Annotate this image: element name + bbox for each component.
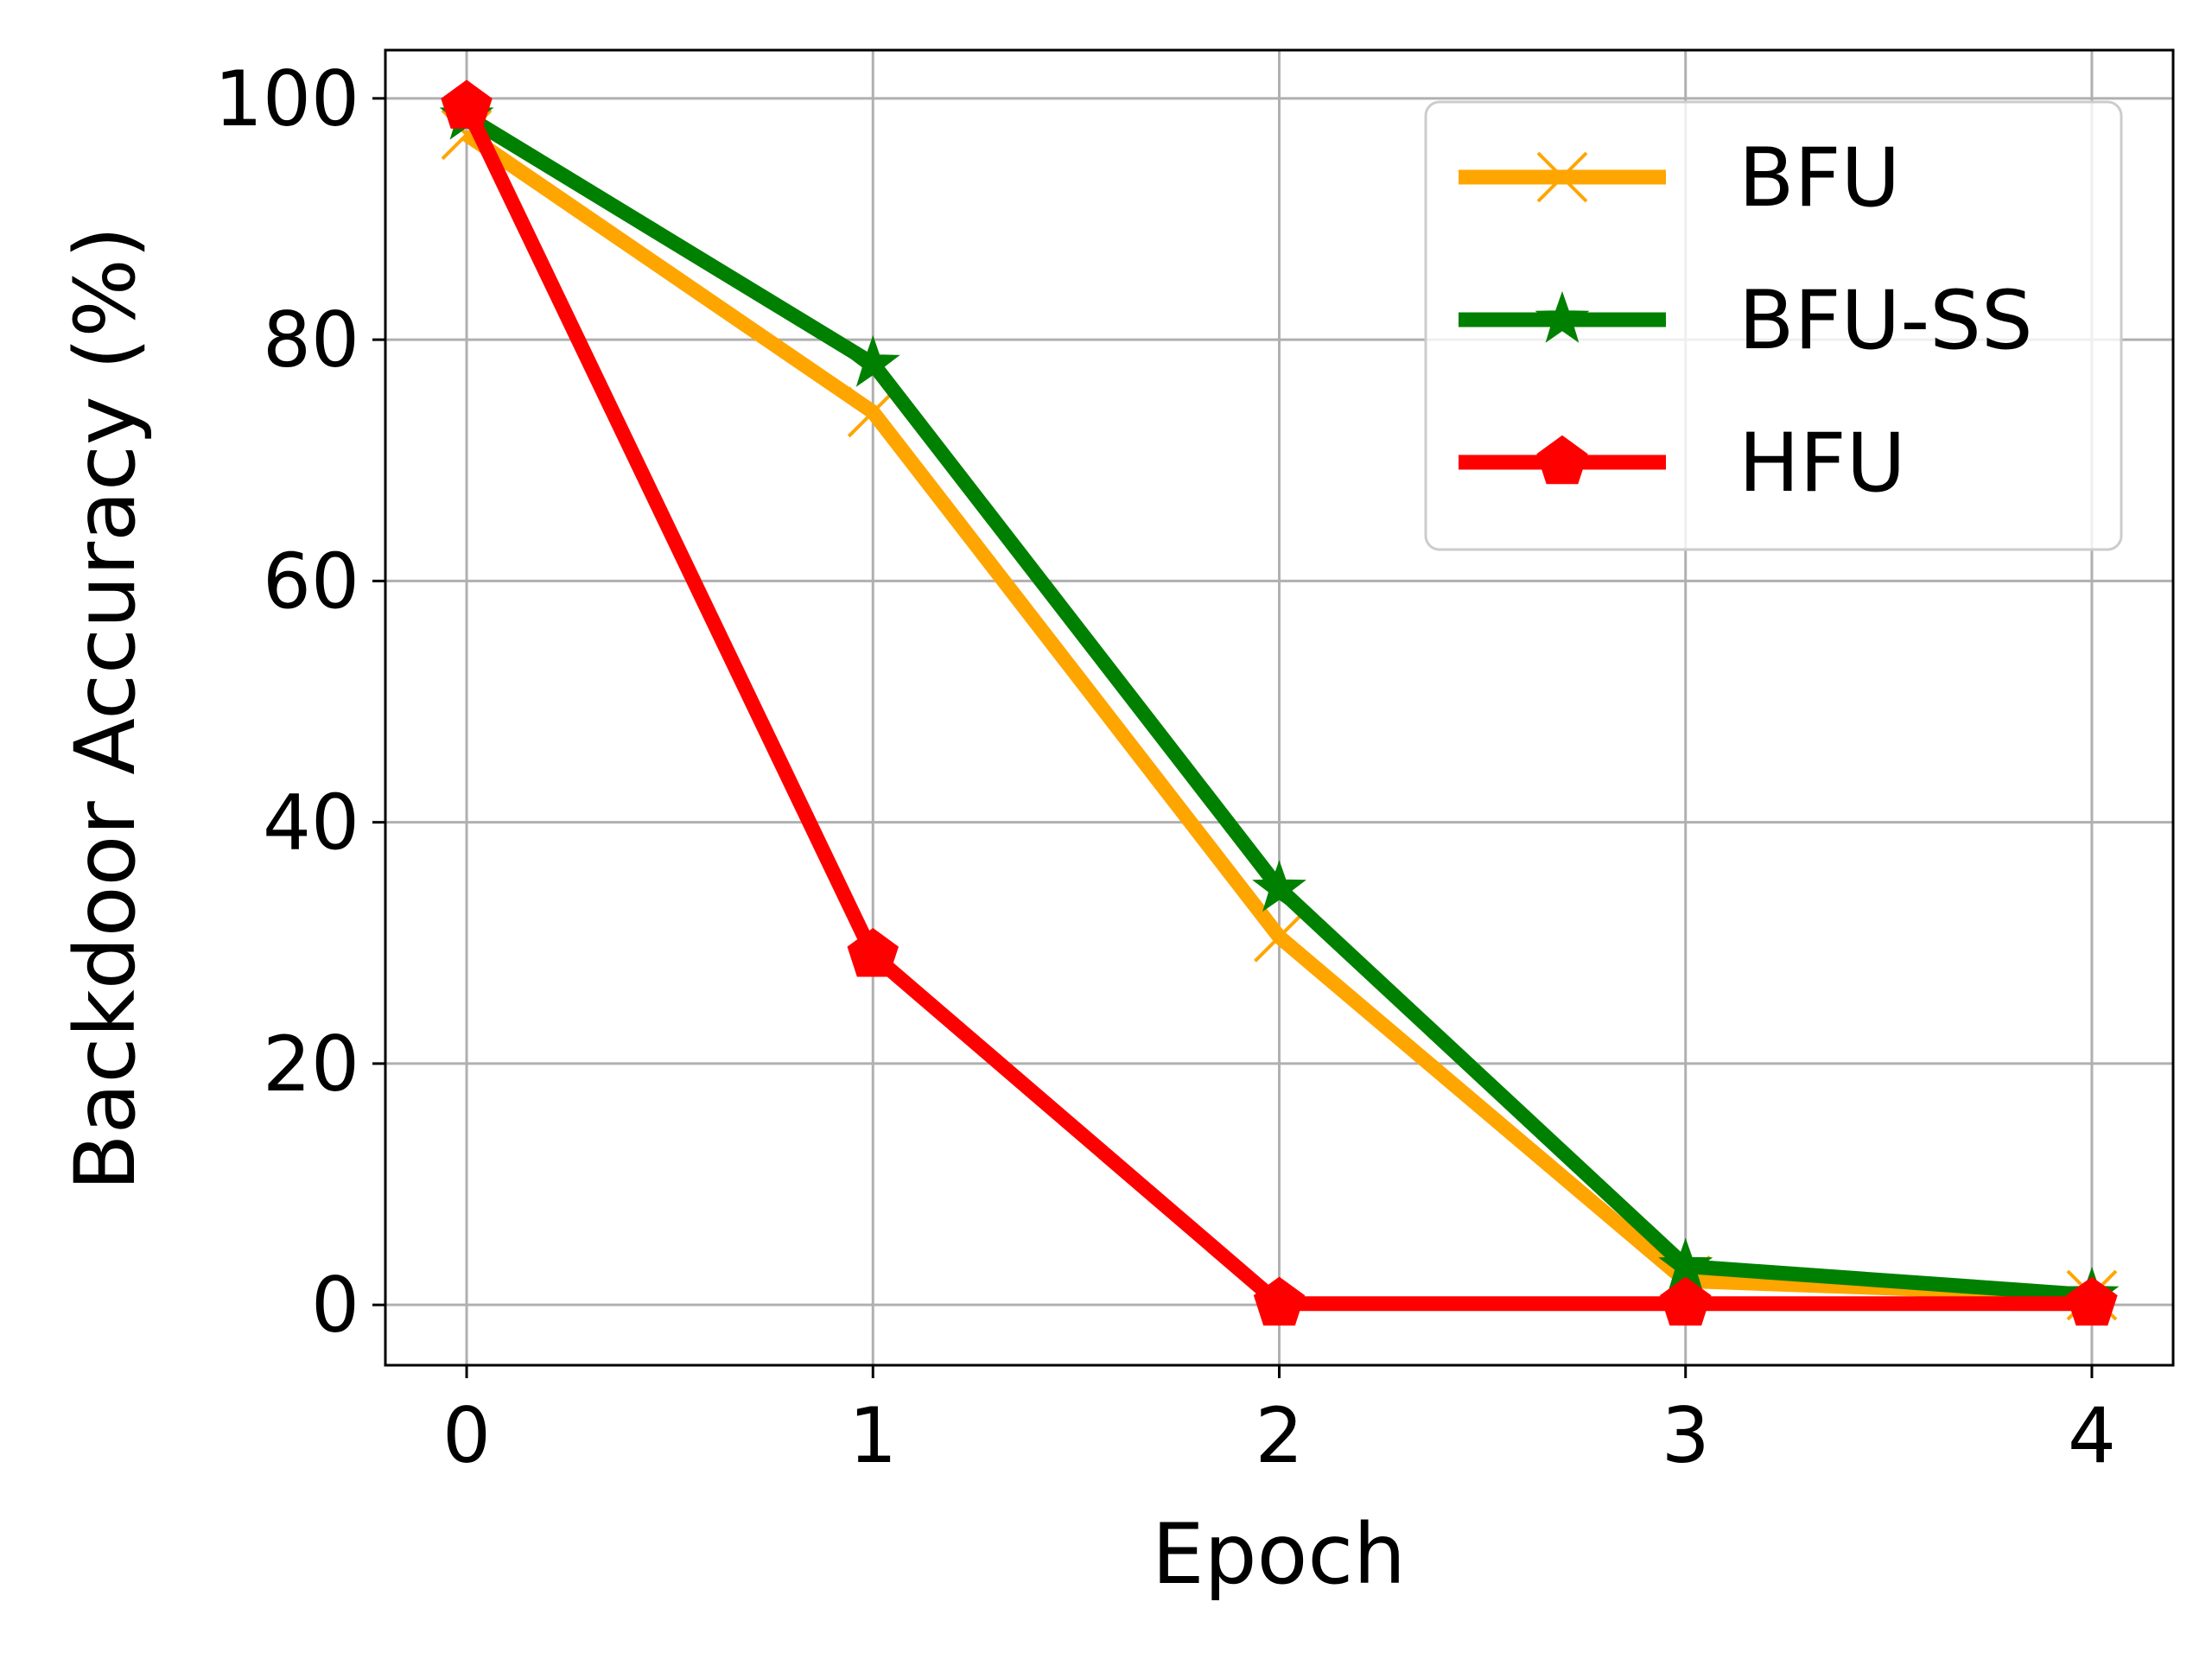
x-marker: [1536, 151, 1588, 203]
x-tick-label: 4: [2068, 1391, 2116, 1480]
legend-entry-bfu-ss: BFU-SS: [1459, 274, 2033, 368]
star-marker: [1535, 290, 1590, 343]
star-marker: [845, 334, 900, 387]
legend-label: BFU: [1738, 131, 1900, 226]
x-tick-label: 0: [442, 1391, 491, 1480]
y-tick-label: 0: [311, 1261, 359, 1350]
y-tick-label: 20: [263, 1020, 359, 1109]
pentagon-marker: [1536, 435, 1588, 485]
x-marker-stroke: [1536, 151, 1588, 203]
star-marker: [1658, 1237, 1713, 1290]
legend-entry-bfu: BFU: [1459, 131, 1900, 226]
pentagon-marker: [2066, 1276, 2118, 1326]
x-axis-label: Epoch: [1152, 1506, 1406, 1603]
y-axis-label: Backdoor Accuracy (%): [57, 226, 154, 1191]
pentagon-marker: [1660, 1276, 1712, 1326]
star-marker: [1252, 860, 1306, 912]
x-marker: [1254, 911, 1305, 963]
pentagon-marker: [441, 79, 493, 129]
legend-label: HFU: [1738, 416, 1906, 511]
x-marker-stroke: [1254, 911, 1305, 963]
x-tick-label: 3: [1662, 1391, 1710, 1480]
x-tick-label: 2: [1255, 1391, 1304, 1480]
y-tick-label: 40: [263, 779, 359, 868]
legend-box: [1424, 100, 2123, 551]
series-layer: [439, 79, 2120, 1326]
legend-label: BFU-SS: [1738, 274, 2033, 368]
y-tick-label: 60: [263, 537, 359, 626]
pentagon-marker: [1253, 1276, 1306, 1326]
legend: BFU BFU-SS HFU: [1424, 100, 2123, 551]
x-tick-label: 1: [849, 1391, 897, 1480]
y-tick-label: 80: [263, 296, 359, 385]
series-hfu: [441, 79, 2118, 1326]
y-tick-label: 100: [214, 54, 359, 143]
pentagon-marker: [847, 927, 899, 977]
legend-entry-hfu: HFU: [1459, 416, 1906, 511]
